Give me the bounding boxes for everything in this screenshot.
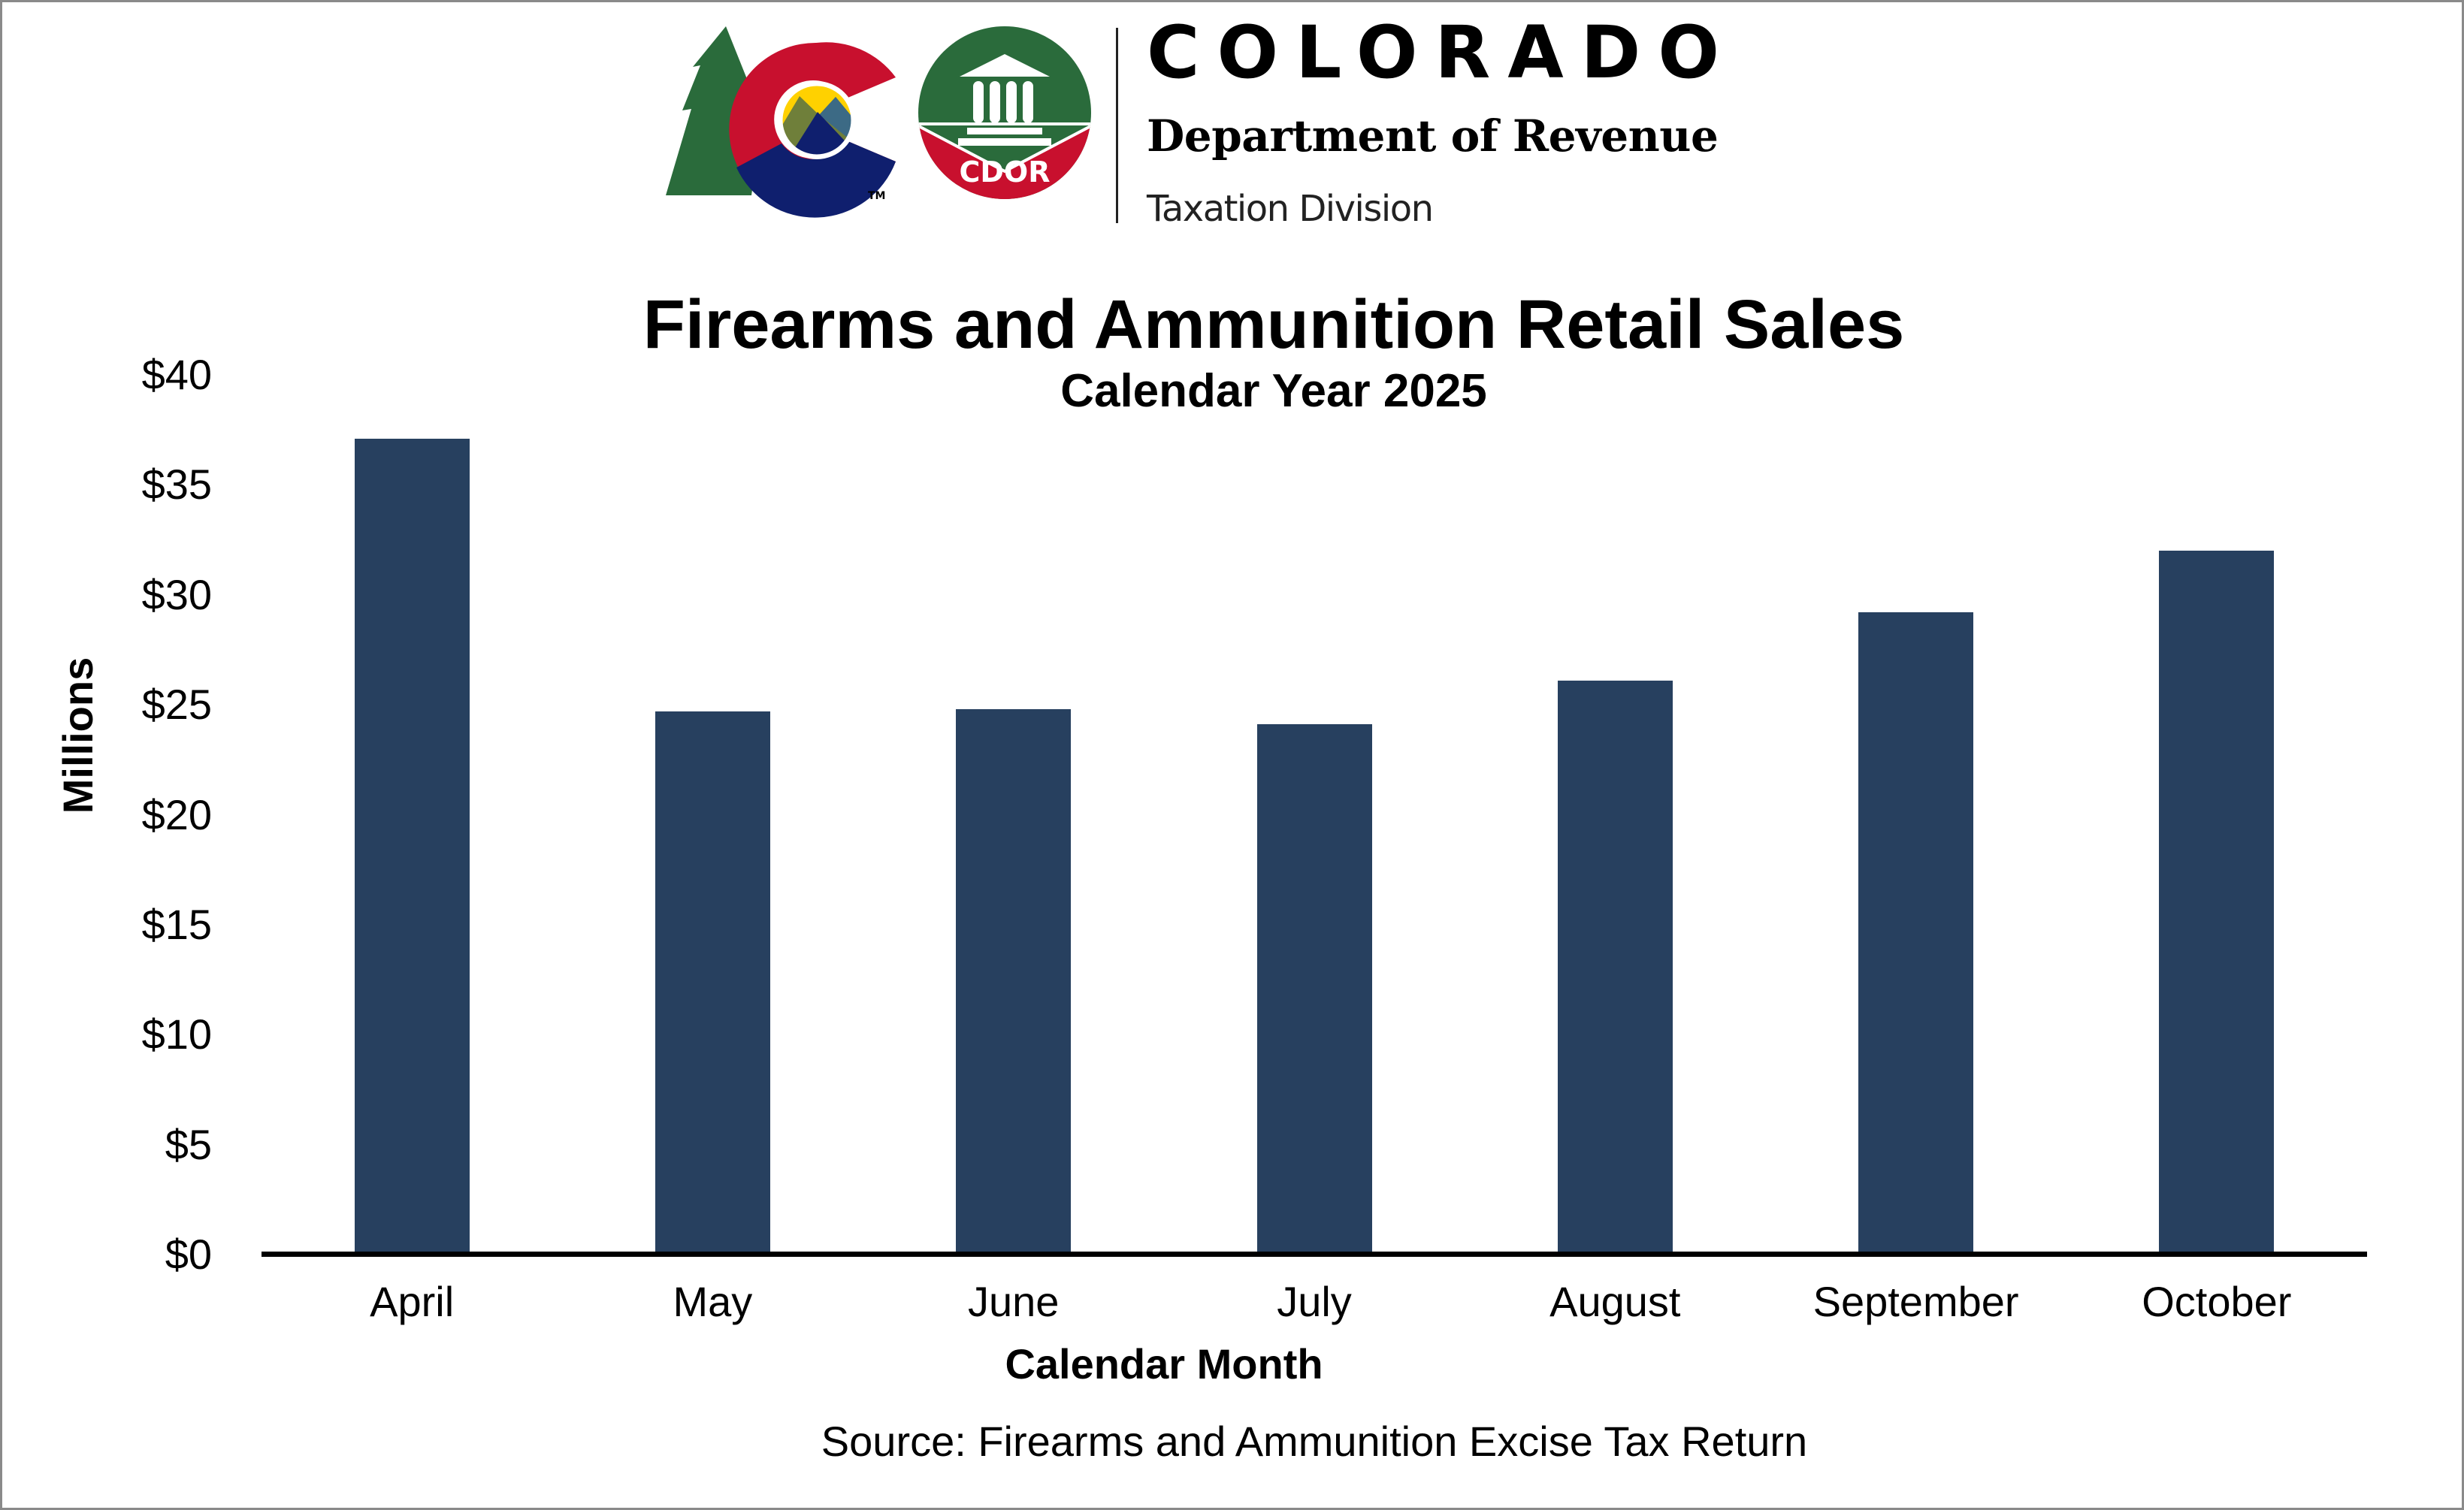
bar-august xyxy=(1557,680,1673,1255)
division-name: Taxation Division xyxy=(1147,188,1434,230)
x-tick-label: June xyxy=(967,1278,1060,1325)
bar-october xyxy=(2159,551,2275,1255)
x-tick-label: July xyxy=(1277,1278,1352,1325)
bar-june xyxy=(956,708,1072,1255)
x-tick-label: May xyxy=(673,1278,753,1325)
department-name: Department of Revenue xyxy=(1147,110,1719,162)
x-tick-label: April xyxy=(370,1278,455,1325)
y-tick-label: $15 xyxy=(141,900,212,948)
x-tick-label: August xyxy=(1549,1278,1681,1325)
source-note: Source: Firearms and Ammunition Excise T… xyxy=(821,1418,1808,1465)
bar-april xyxy=(354,438,470,1255)
colorado-logo-icon: TM CDOR xyxy=(666,26,1091,218)
x-tick-label: October xyxy=(2142,1278,2292,1325)
badge-text: CDOR xyxy=(960,156,1051,189)
y-tick-label: $20 xyxy=(141,790,212,838)
bar-may xyxy=(655,711,770,1255)
y-tick-label: $0 xyxy=(165,1231,212,1278)
chart-title: Firearms and Ammunition Retail Sales xyxy=(642,286,1905,363)
y-tick-label: $30 xyxy=(141,570,212,618)
y-tick-label: $35 xyxy=(141,461,212,509)
plot-area xyxy=(262,375,2367,1255)
x-axis-label: Calendar Month xyxy=(1005,1340,1323,1388)
trademark: TM xyxy=(868,190,885,202)
brand-name: COLORADO xyxy=(1147,11,1737,95)
x-axis-line xyxy=(262,1252,2367,1257)
y-axis-label: Millions xyxy=(54,657,101,814)
y-tick-label: $25 xyxy=(141,681,212,729)
y-tick-label: $5 xyxy=(165,1120,212,1168)
chart-subtitle: Calendar Year 2025 xyxy=(1060,365,1487,417)
header-divider xyxy=(1116,28,1118,223)
bar-september xyxy=(1858,612,1974,1255)
x-tick-label: September xyxy=(1812,1278,2019,1325)
y-tick-label: $10 xyxy=(141,1010,212,1059)
bar-july xyxy=(1256,724,1372,1255)
y-tick-label: $40 xyxy=(141,351,212,398)
